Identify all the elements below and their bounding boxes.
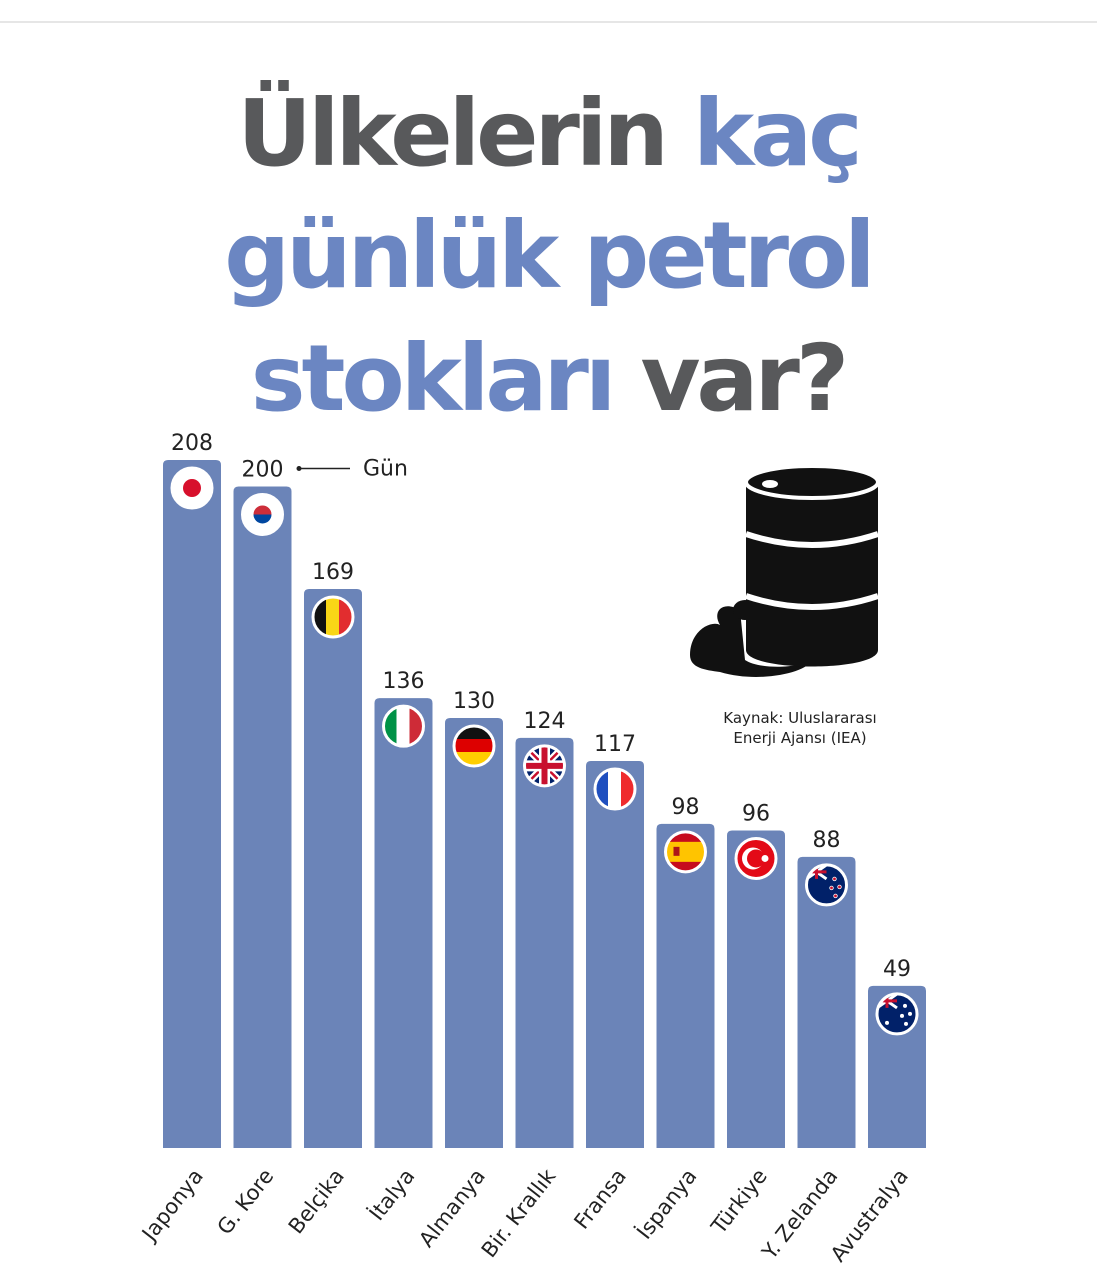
flag-border [241,492,284,536]
barrel-rib [745,593,879,610]
flag [183,479,201,497]
x-tick-label: İtalya [364,1164,420,1225]
flag [524,745,565,786]
flag-border [452,724,496,768]
title-part: kaç [693,80,859,187]
flag [734,836,778,880]
value-label: 130 [453,689,495,714]
bar [374,698,433,1148]
flag [311,595,355,639]
flag-border [734,836,778,880]
flag-border [875,992,919,1036]
flag [170,466,214,510]
source-line: Enerji Ajansı (IEA) [733,729,866,747]
bar [586,761,644,1148]
flag [396,706,411,747]
bar [656,823,715,1148]
flag [452,724,496,768]
value-label: 200 [242,457,284,482]
chart-title: Ülkelerin kaç [237,78,859,187]
x-tick-label: İspanya [631,1164,701,1244]
value-label: 98 [672,795,700,820]
flag [382,704,425,748]
flag-border [311,595,355,639]
flag [241,492,284,536]
flag [253,505,272,515]
flag-border [170,466,214,510]
chart-title: stokları var? [251,325,845,432]
unit-annotation: Gün [363,456,408,481]
flag [608,769,622,809]
value-label: 88 [813,828,841,853]
flag [805,863,848,907]
flag [900,1013,904,1018]
flag [665,841,706,862]
bar [797,856,856,1148]
flag [747,849,765,868]
flag [664,830,707,874]
value-label: 169 [312,560,354,585]
bar [163,460,221,1148]
flag [833,893,838,899]
barrel-cap [762,480,778,488]
flag [761,854,769,862]
flag-border [382,704,425,748]
flag-border [593,767,637,811]
title-part: günlük petrol [224,202,871,309]
x-tick-label: Belçika [284,1164,349,1238]
barrel-body [746,480,878,667]
chart-title: günlük petrol [224,202,871,309]
value-label: 49 [883,957,911,982]
x-tick-label: Bir. Krallık [477,1164,561,1262]
source-line: Kaynak: Uluslararası [723,709,876,727]
x-tick-label: Türkiye [706,1164,772,1239]
x-tick-label: Fransa [569,1164,631,1233]
value-label: 117 [594,732,636,757]
value-label: 124 [524,709,566,734]
x-tick-label: Almanya [414,1164,490,1251]
value-label: 208 [171,431,213,456]
value-label: 136 [383,669,425,694]
flag [885,1020,889,1025]
value-label: 96 [742,801,770,826]
flag [326,597,340,637]
flag [875,992,919,1036]
bar [445,718,503,1148]
x-tick-label: Japonya [136,1164,208,1246]
title-part: stokları [251,325,613,432]
flag [837,884,842,890]
bar [304,589,362,1148]
flag [832,876,837,882]
title-part: var? [640,325,845,432]
flag [673,846,680,856]
flag [908,1011,912,1016]
flag [253,514,272,524]
flag [593,767,637,811]
title-part: Ülkelerin [237,78,665,187]
oil-spill [690,606,812,677]
bar [727,830,785,1148]
barrel-icon [690,464,880,677]
bar [515,737,574,1148]
flag [454,739,494,753]
bar [233,486,292,1148]
flag-border [805,863,848,907]
flag [829,885,834,891]
x-tick-label: G. Kore [213,1164,279,1239]
barrel-lid [744,464,880,500]
barrel-rib [745,531,879,548]
flag [523,744,566,788]
flag [903,1003,907,1008]
flag [904,1021,908,1026]
flag-border [664,830,707,874]
flag-border [523,744,566,788]
